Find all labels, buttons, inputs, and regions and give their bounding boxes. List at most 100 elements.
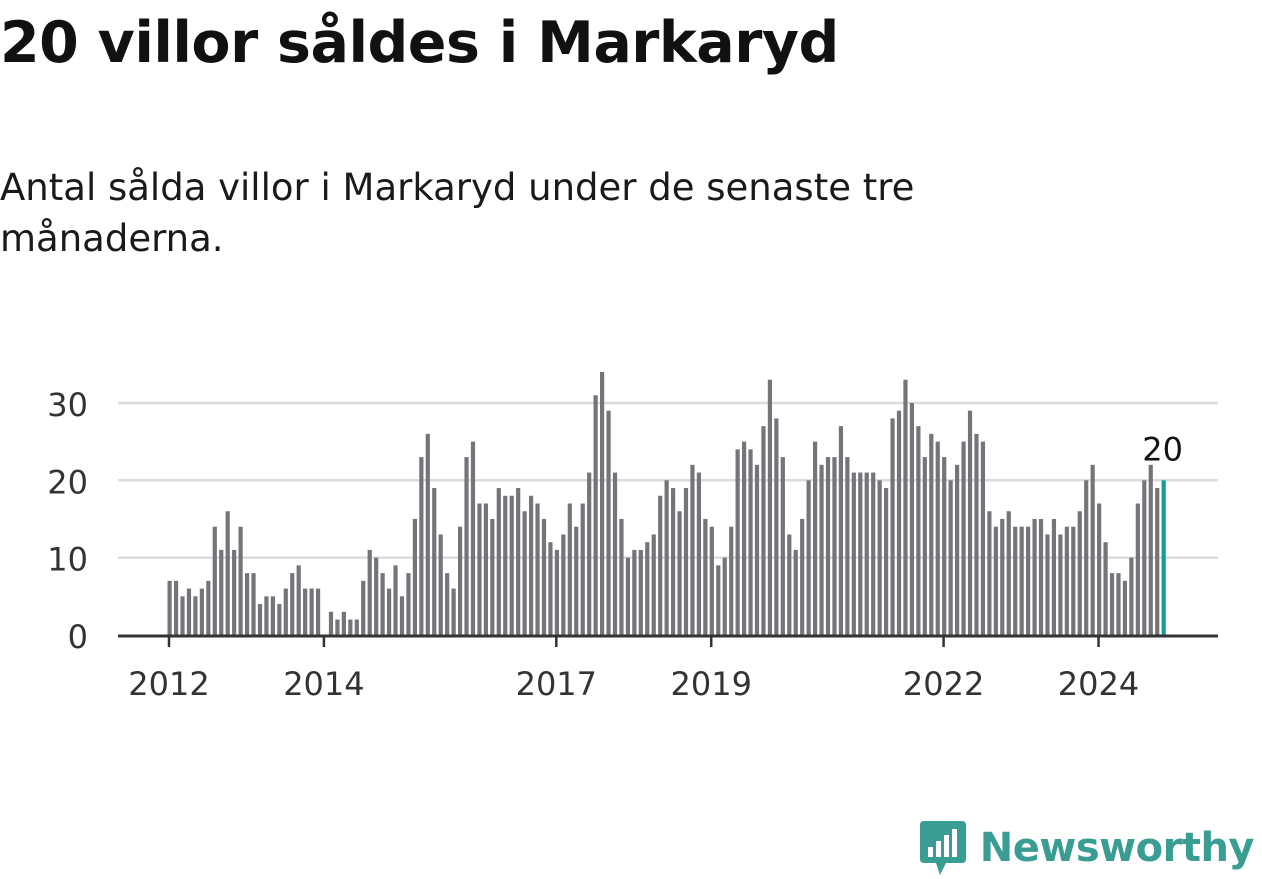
bar (935, 441, 940, 635)
x-tick-label: 2017 (516, 665, 597, 703)
bar (561, 534, 566, 635)
bar (1019, 526, 1024, 635)
bar (554, 549, 559, 635)
bar (1084, 480, 1089, 635)
bar (948, 480, 953, 635)
x-tick-label: 2024 (1058, 665, 1139, 703)
bar (696, 472, 702, 635)
bar (871, 472, 876, 635)
bar (1013, 526, 1018, 635)
bar (1000, 518, 1005, 635)
bar (754, 464, 760, 635)
bar (987, 511, 992, 635)
bar (806, 480, 811, 635)
bar (606, 410, 611, 635)
bar (580, 503, 585, 635)
bar (793, 549, 798, 635)
page-title: 20 villor såldes i Markaryd (0, 10, 839, 76)
x-tick-label: 2019 (671, 665, 752, 703)
bar (251, 573, 256, 635)
bar (1097, 503, 1102, 635)
bar (1142, 480, 1147, 635)
bar (1064, 526, 1069, 635)
bar (922, 457, 927, 635)
bar (896, 410, 902, 635)
bar (528, 495, 534, 635)
bar (406, 573, 411, 635)
bar (277, 604, 282, 635)
bar (884, 488, 889, 635)
bar (470, 441, 476, 635)
bar (1090, 464, 1095, 635)
bar (961, 441, 966, 635)
bar (1051, 518, 1057, 635)
bar (638, 549, 643, 635)
bar (419, 457, 424, 635)
bar (309, 588, 314, 635)
bar (800, 518, 805, 635)
bar (599, 372, 605, 635)
bar (955, 464, 960, 635)
bar (393, 565, 398, 635)
bar (490, 518, 495, 635)
brand-name: Newsworthy (979, 825, 1255, 871)
bar (496, 488, 501, 635)
bar (742, 441, 747, 635)
bar (328, 611, 334, 635)
bar (412, 518, 417, 635)
bar (658, 495, 663, 635)
bar (625, 557, 631, 635)
bar (993, 526, 998, 635)
bar (219, 549, 224, 635)
bar (186, 588, 192, 635)
bar (1135, 503, 1140, 635)
bar (780, 457, 785, 635)
bar (787, 534, 792, 635)
bar (864, 472, 869, 635)
bar (290, 573, 295, 635)
highlight-data-label: 20 (1142, 430, 1183, 468)
bar (361, 580, 366, 635)
y-tick-label: 20 (47, 463, 88, 501)
bar (1045, 534, 1050, 635)
x-tick-label: 2022 (903, 665, 984, 703)
bar (1006, 511, 1011, 635)
bar (574, 526, 579, 635)
bar (729, 526, 734, 635)
bar (1026, 526, 1031, 635)
bar (567, 503, 572, 635)
bar (483, 503, 488, 635)
bar (1071, 526, 1076, 635)
bar (819, 464, 824, 635)
bar (813, 441, 818, 635)
bar (212, 526, 217, 635)
bar (632, 549, 637, 635)
axes: 0 10 20 30 20 2012 2014 2017 2019 2022 2024 (47, 386, 1218, 703)
bar (1129, 557, 1134, 635)
bar (677, 511, 682, 635)
bar (645, 542, 650, 635)
bar (651, 534, 656, 635)
bar (974, 433, 979, 635)
bar (399, 596, 405, 635)
brand-logo: Newsworthy (918, 818, 1255, 878)
bar (845, 457, 850, 635)
bar (1109, 573, 1115, 635)
bar (464, 457, 469, 635)
bar (244, 573, 250, 635)
x-tick-label: 2014 (283, 665, 364, 703)
bar (1122, 580, 1128, 635)
bar (593, 395, 598, 635)
bar (541, 518, 547, 635)
bar (619, 518, 624, 635)
bar (1148, 464, 1153, 635)
bar (451, 588, 456, 635)
bar (315, 588, 321, 635)
bar (877, 480, 882, 635)
bar (1038, 518, 1044, 635)
bar (735, 449, 740, 635)
bar (341, 611, 346, 635)
bar (257, 604, 263, 635)
bar (238, 526, 243, 635)
bar (386, 588, 392, 635)
